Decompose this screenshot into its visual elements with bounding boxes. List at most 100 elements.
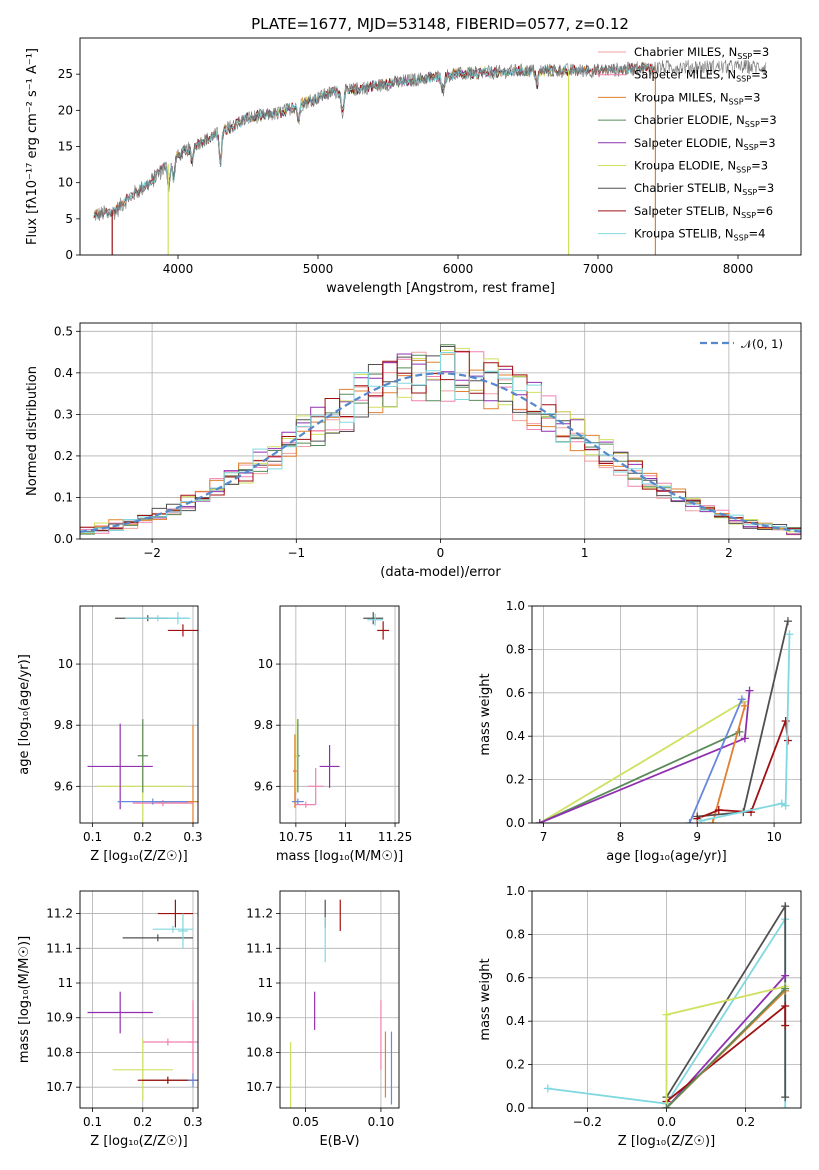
y-tick-label: 10.9	[46, 1011, 73, 1025]
y-tick-label: 11.2	[46, 907, 73, 921]
legend-label: Salpeter STELIB, NSSP=6	[634, 204, 773, 220]
x-tick-label: 0.2	[133, 1115, 152, 1129]
y-tick-label: 11	[58, 976, 73, 990]
panel-age_vs_Z: 0.1 0.2 0.3 9.6 9.8 10 Z [log₁₀(Z/Z☉)] age [log…	[17, 605, 203, 864]
weight-line	[665, 903, 787, 1098]
plot-area-age_vs_mass	[291, 612, 390, 808]
y-tick-label: 1.0	[506, 599, 525, 613]
x-tick-label: 0.3	[183, 830, 202, 844]
panel-mass_vs_ebv: 0.05 0.10 10.7 10.8 10.9 11 11.1 11.2 E(B-V)	[246, 890, 400, 1149]
x-axis-label: Z [log₁₀(Z/Z☉)]	[90, 849, 187, 864]
y-tick-label: 1.0	[506, 884, 525, 898]
y-tick-label: 0.2	[54, 449, 73, 463]
figure-title: PLATE=1677, MJD=53148, FIBERID=0577, z=0…	[251, 15, 629, 33]
x-tick-label: −1	[287, 546, 305, 560]
weight-line	[665, 1004, 787, 1103]
y-tick-label: 10.9	[246, 1011, 273, 1025]
y-tick-label: 25	[58, 67, 73, 81]
x-tick-label: 11	[338, 830, 353, 844]
x-tick-label: 6000	[443, 262, 474, 276]
y-tick-label: 0.8	[506, 927, 525, 941]
x-tick-label: 1	[581, 546, 589, 560]
y-tick-label: 0.6	[506, 971, 525, 985]
panel-age_vs_mass: 10.75 11 11.25 9.6 9.8 10 mass [log₁₀(M/M☉)]	[254, 605, 412, 864]
plot-area-weight_vs_age	[535, 617, 794, 823]
y-tick-label: 11.2	[246, 907, 273, 921]
y-tick-label: 9.8	[254, 718, 273, 732]
x-tick-label: −2	[143, 546, 161, 560]
legend-label: Kroupa MILES, NSSP=3	[634, 90, 760, 106]
y-tick-label: 0.2	[506, 773, 525, 787]
y-axis-label: mass [log₁₀(M/M☉)]	[17, 936, 32, 1063]
x-tick-label: 0.0	[657, 1115, 676, 1129]
legend-label: Kroupa STELIB, NSSP=4	[634, 227, 765, 243]
axes-frame	[279, 890, 400, 1109]
y-tick-label: 10.8	[46, 1045, 73, 1059]
plot-area-residuals	[80, 344, 801, 538]
y-axis-label: Normed distribution	[25, 366, 40, 496]
x-tick-label: 0.3	[183, 1115, 202, 1129]
y-tick-label: 9.6	[54, 779, 73, 793]
x-axis-label: age [log₁₀(age/yr)]	[606, 849, 727, 864]
y-tick-label: 0.8	[506, 642, 525, 656]
x-axis-label: (data-model)/error	[380, 565, 501, 580]
y-axis-label: age [log₁₀(age/yr)]	[17, 654, 32, 775]
y-axis-label: Flux [fλ10⁻¹⁷ erg cm⁻² s⁻¹ A⁻¹]	[25, 48, 40, 245]
y-tick-label: 0.0	[506, 816, 525, 830]
legend-label: Salpeter ELODIE, NSSP=3	[634, 136, 776, 152]
plot-area-mass_vs_Z	[87, 899, 198, 1102]
y-tick-label: 5	[65, 212, 73, 226]
y-tick-label: 0.0	[506, 1101, 525, 1115]
y-tick-label: 0.3	[54, 407, 73, 421]
axes-frame	[79, 890, 199, 1109]
y-tick-label: 20	[58, 103, 73, 117]
x-tick-label: 9	[693, 830, 701, 844]
panel-residuals: 𝒩(0, 1) −2 −1 0 1 2 0.0 0.1 0.2 0.3 0.4 0.5 (data-mo…	[25, 322, 802, 580]
spectrum-model-line	[93, 62, 655, 220]
y-tick-label: 10	[58, 657, 73, 671]
x-tick-label: −0.2	[573, 1115, 602, 1129]
x-tick-label: 10	[766, 830, 781, 844]
weight-line	[700, 634, 791, 822]
y-tick-label: 10.7	[46, 1080, 73, 1094]
axes-frame	[79, 605, 199, 824]
y-tick-label: 11	[258, 976, 273, 990]
x-tick-label: 0	[437, 546, 445, 560]
y-tick-label: 0.2	[506, 1058, 525, 1072]
x-axis-label: E(B-V)	[319, 1134, 359, 1149]
weight-line	[688, 698, 743, 823]
x-tick-label: 4000	[163, 262, 194, 276]
x-tick-label: 2	[725, 546, 733, 560]
x-axis-label: wavelength [Angstrom, rest frame]	[326, 281, 555, 296]
x-tick-label: 11.25	[378, 830, 412, 844]
y-tick-label: 10.7	[246, 1080, 273, 1094]
axes-frame	[279, 605, 400, 824]
x-axis-label: Z [log₁₀(Z/Z☉)]	[90, 1134, 187, 1149]
legend-label: 𝒩(0, 1)	[741, 337, 783, 351]
weight-line	[539, 731, 740, 823]
legend-label: Chabrier ELODIE, NSSP=3	[634, 113, 777, 129]
weight-line	[711, 705, 746, 823]
y-tick-label: 0	[65, 248, 73, 262]
x-tick-label: 0.1	[83, 1115, 102, 1129]
plot-area-spectrum	[93, 59, 767, 255]
weight-line	[539, 700, 744, 823]
y-tick-label: 10.8	[246, 1045, 273, 1059]
residuals-legend: 𝒩(0, 1)	[700, 337, 783, 351]
x-tick-label: 5000	[303, 262, 334, 276]
panel-weight_vs_Z: −0.2 0.0 0.2 0.0 0.2 0.4 0.6 0.8 1.0 Z [log₁₀(Z/Z…	[478, 884, 802, 1149]
weight-line	[665, 987, 786, 1108]
x-tick-label: 8	[617, 830, 625, 844]
y-axis-label: mass weight	[478, 958, 493, 1040]
axes-frame	[531, 605, 802, 824]
x-tick-label: 0.2	[736, 1115, 755, 1129]
x-tick-label: 10.75	[279, 830, 313, 844]
y-tick-label: 10	[58, 176, 73, 190]
spectrum-legend: Chabrier MILES, NSSP=3 Salpeter MILES, NS…	[598, 45, 777, 243]
y-tick-label: 15	[58, 140, 73, 154]
panel-weight_vs_age: 7 8 9 10 0.0 0.2 0.4 0.6 0.8 1.0 age [log₁₀(age/yr…	[478, 599, 802, 864]
y-tick-label: 0.6	[506, 686, 525, 700]
panel-mass_vs_Z: 0.1 0.2 0.3 10.7 10.8 10.9 11 11.1 11.2 Z [log₁₀(…	[17, 890, 203, 1149]
y-tick-label: 9.6	[254, 779, 273, 793]
